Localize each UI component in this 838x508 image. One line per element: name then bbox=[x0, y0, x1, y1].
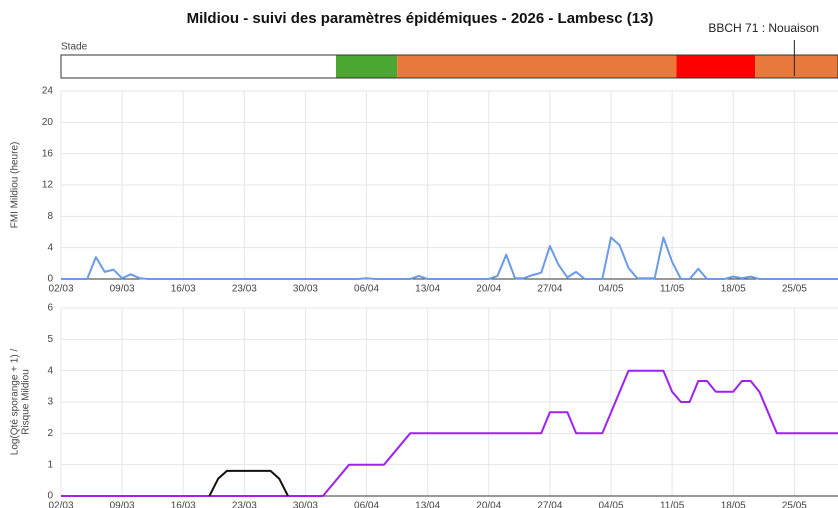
y-tick-label: 4 bbox=[47, 365, 53, 376]
y-tick-label: 12 bbox=[42, 180, 54, 191]
x-tick-label: 06/04 bbox=[354, 284, 379, 295]
x-tick-label: 27/04 bbox=[537, 501, 562, 508]
x-tick-label: 18/05 bbox=[721, 284, 746, 295]
line-series bbox=[208, 469, 289, 497]
y-tick-label: 3 bbox=[47, 397, 53, 408]
y-tick-label: 1 bbox=[47, 459, 53, 470]
x-tick-label: 02/03 bbox=[48, 284, 73, 295]
y-tick-label: 4 bbox=[47, 242, 53, 253]
x-tick-label: 27/04 bbox=[537, 284, 562, 295]
stage-segment bbox=[336, 55, 398, 78]
x-tick-label: 13/04 bbox=[415, 501, 440, 508]
line-series bbox=[61, 369, 838, 497]
annotation-text: BBCH 71 : Nouaison bbox=[708, 21, 819, 35]
stage-label: Stade bbox=[61, 42, 88, 53]
y-tick-label: 8 bbox=[47, 211, 53, 222]
y-tick-label: 0 bbox=[47, 274, 53, 285]
stage-segment bbox=[397, 55, 677, 78]
stage-segment bbox=[755, 55, 838, 78]
y-axis-label: FMI Mildiou (heure) bbox=[10, 142, 21, 229]
x-tick-label: 23/03 bbox=[232, 501, 257, 508]
x-tick-label: 16/03 bbox=[171, 501, 196, 508]
x-tick-label: 11/05 bbox=[660, 501, 685, 508]
stage-segment bbox=[61, 55, 337, 78]
line-series bbox=[61, 236, 838, 280]
x-tick-label: 23/03 bbox=[232, 284, 257, 295]
stage-segment bbox=[676, 55, 756, 78]
x-tick-label: 30/03 bbox=[293, 284, 318, 295]
x-tick-label: 20/04 bbox=[476, 501, 501, 508]
y-tick-label: 2 bbox=[47, 428, 53, 439]
x-tick-label: 06/04 bbox=[354, 501, 379, 508]
x-tick-label: 02/03 bbox=[48, 501, 73, 508]
x-tick-label: 18/05 bbox=[721, 501, 746, 508]
chart-title: Mildiou - suivi des paramètres épidémiqu… bbox=[187, 10, 654, 27]
x-tick-label: 11/05 bbox=[660, 284, 685, 295]
y-tick-label: 6 bbox=[47, 303, 53, 314]
y-tick-label: 24 bbox=[42, 86, 54, 97]
x-tick-label: 25/05 bbox=[782, 501, 807, 508]
y-tick-label: 5 bbox=[47, 334, 53, 345]
y-tick-label: 0 bbox=[47, 491, 53, 502]
x-tick-label: 09/03 bbox=[110, 501, 135, 508]
x-tick-label: 25/05 bbox=[782, 284, 807, 295]
x-tick-label: 13/04 bbox=[415, 284, 440, 295]
x-tick-label: 09/03 bbox=[110, 284, 135, 295]
y-tick-label: 16 bbox=[42, 148, 54, 159]
stage-frame bbox=[60, 54, 838, 79]
x-tick-label: 04/05 bbox=[598, 501, 623, 508]
y-tick-label: 20 bbox=[42, 117, 54, 128]
y-axis-label: Log(Qté sporange + 1) / bbox=[10, 349, 21, 456]
x-tick-label: 20/04 bbox=[476, 284, 501, 295]
x-tick-label: 30/03 bbox=[293, 501, 318, 508]
x-tick-label: 04/05 bbox=[598, 284, 623, 295]
x-tick-label: 16/03 bbox=[171, 284, 196, 295]
y-axis-label: Risque Mildiou bbox=[21, 369, 32, 435]
